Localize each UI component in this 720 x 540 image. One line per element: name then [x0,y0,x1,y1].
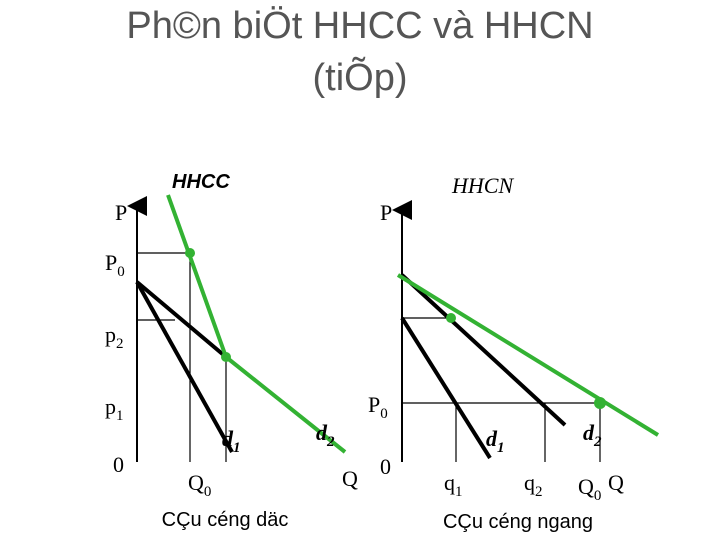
axis-label: Q [342,466,358,491]
label-main: p [105,394,116,419]
caption: CÇu céng ngang [443,511,593,533]
label: Q0 [578,474,601,504]
label: d2 [316,420,335,450]
label: p2 [105,322,124,352]
label-sub: 1 [497,440,505,456]
title-line: Ph©n biÖt HHCC và HHCN [126,5,593,47]
right-graph: HHCN P P0 0 d1 d2 q1 q2 Q0 Q CÇu céng ng… [368,173,660,533]
label: q2 [524,470,543,500]
point [185,248,195,258]
label: P0 [105,250,125,280]
label-sub: 1 [116,408,124,424]
sum-line [166,194,228,358]
origin: 0 [113,452,124,477]
axis-label: Q [608,470,624,495]
demand-line [400,316,492,460]
label: P0 [368,392,388,422]
axis-label: P [115,200,127,225]
label-sub: 0 [204,484,212,500]
demand-line [135,281,234,453]
heading: HHCC [172,171,230,193]
label-main: q [524,470,535,495]
label-main: q [444,470,455,495]
demand-line [400,273,567,427]
label: d2 [583,420,602,450]
point [221,352,231,362]
label-sub: 2 [116,336,124,352]
label-sub: 1 [455,484,463,500]
label-main: p [105,322,116,347]
caption: CÇu céng däc [162,509,289,531]
label-sub: 2 [326,434,335,450]
label-sub: 0 [380,406,388,422]
label-sub: 2 [535,484,543,500]
heading: HHCN [451,173,514,198]
point [594,397,606,409]
demand-line [135,280,228,359]
label-main: P [105,250,117,275]
label-main: d [222,426,234,451]
label-main: d [583,420,595,445]
sum-line [396,273,660,437]
label-sub: 0 [117,264,125,280]
label: q1 [444,470,463,500]
left-graph: HHCC P P0 p2 p1 0 d1 d2 Q0 Q CÇu céng dä… [105,171,358,531]
label-sub: 0 [594,488,602,504]
sum-line [224,355,347,454]
label: d1 [222,426,241,456]
label: d1 [486,426,505,456]
label-sub: 2 [593,434,602,450]
label-main: Q [578,474,594,499]
axis-label: P [380,200,392,225]
label-sub: 1 [233,440,241,456]
label: Q0 [188,470,211,500]
label-main: d [486,426,498,451]
point [446,313,456,323]
title-line: (tiÕp) [313,55,408,99]
label-main: P [368,392,380,417]
origin: 0 [380,454,391,479]
label-main: d [316,420,328,445]
label: p1 [105,394,124,424]
label-main: Q [188,470,204,495]
